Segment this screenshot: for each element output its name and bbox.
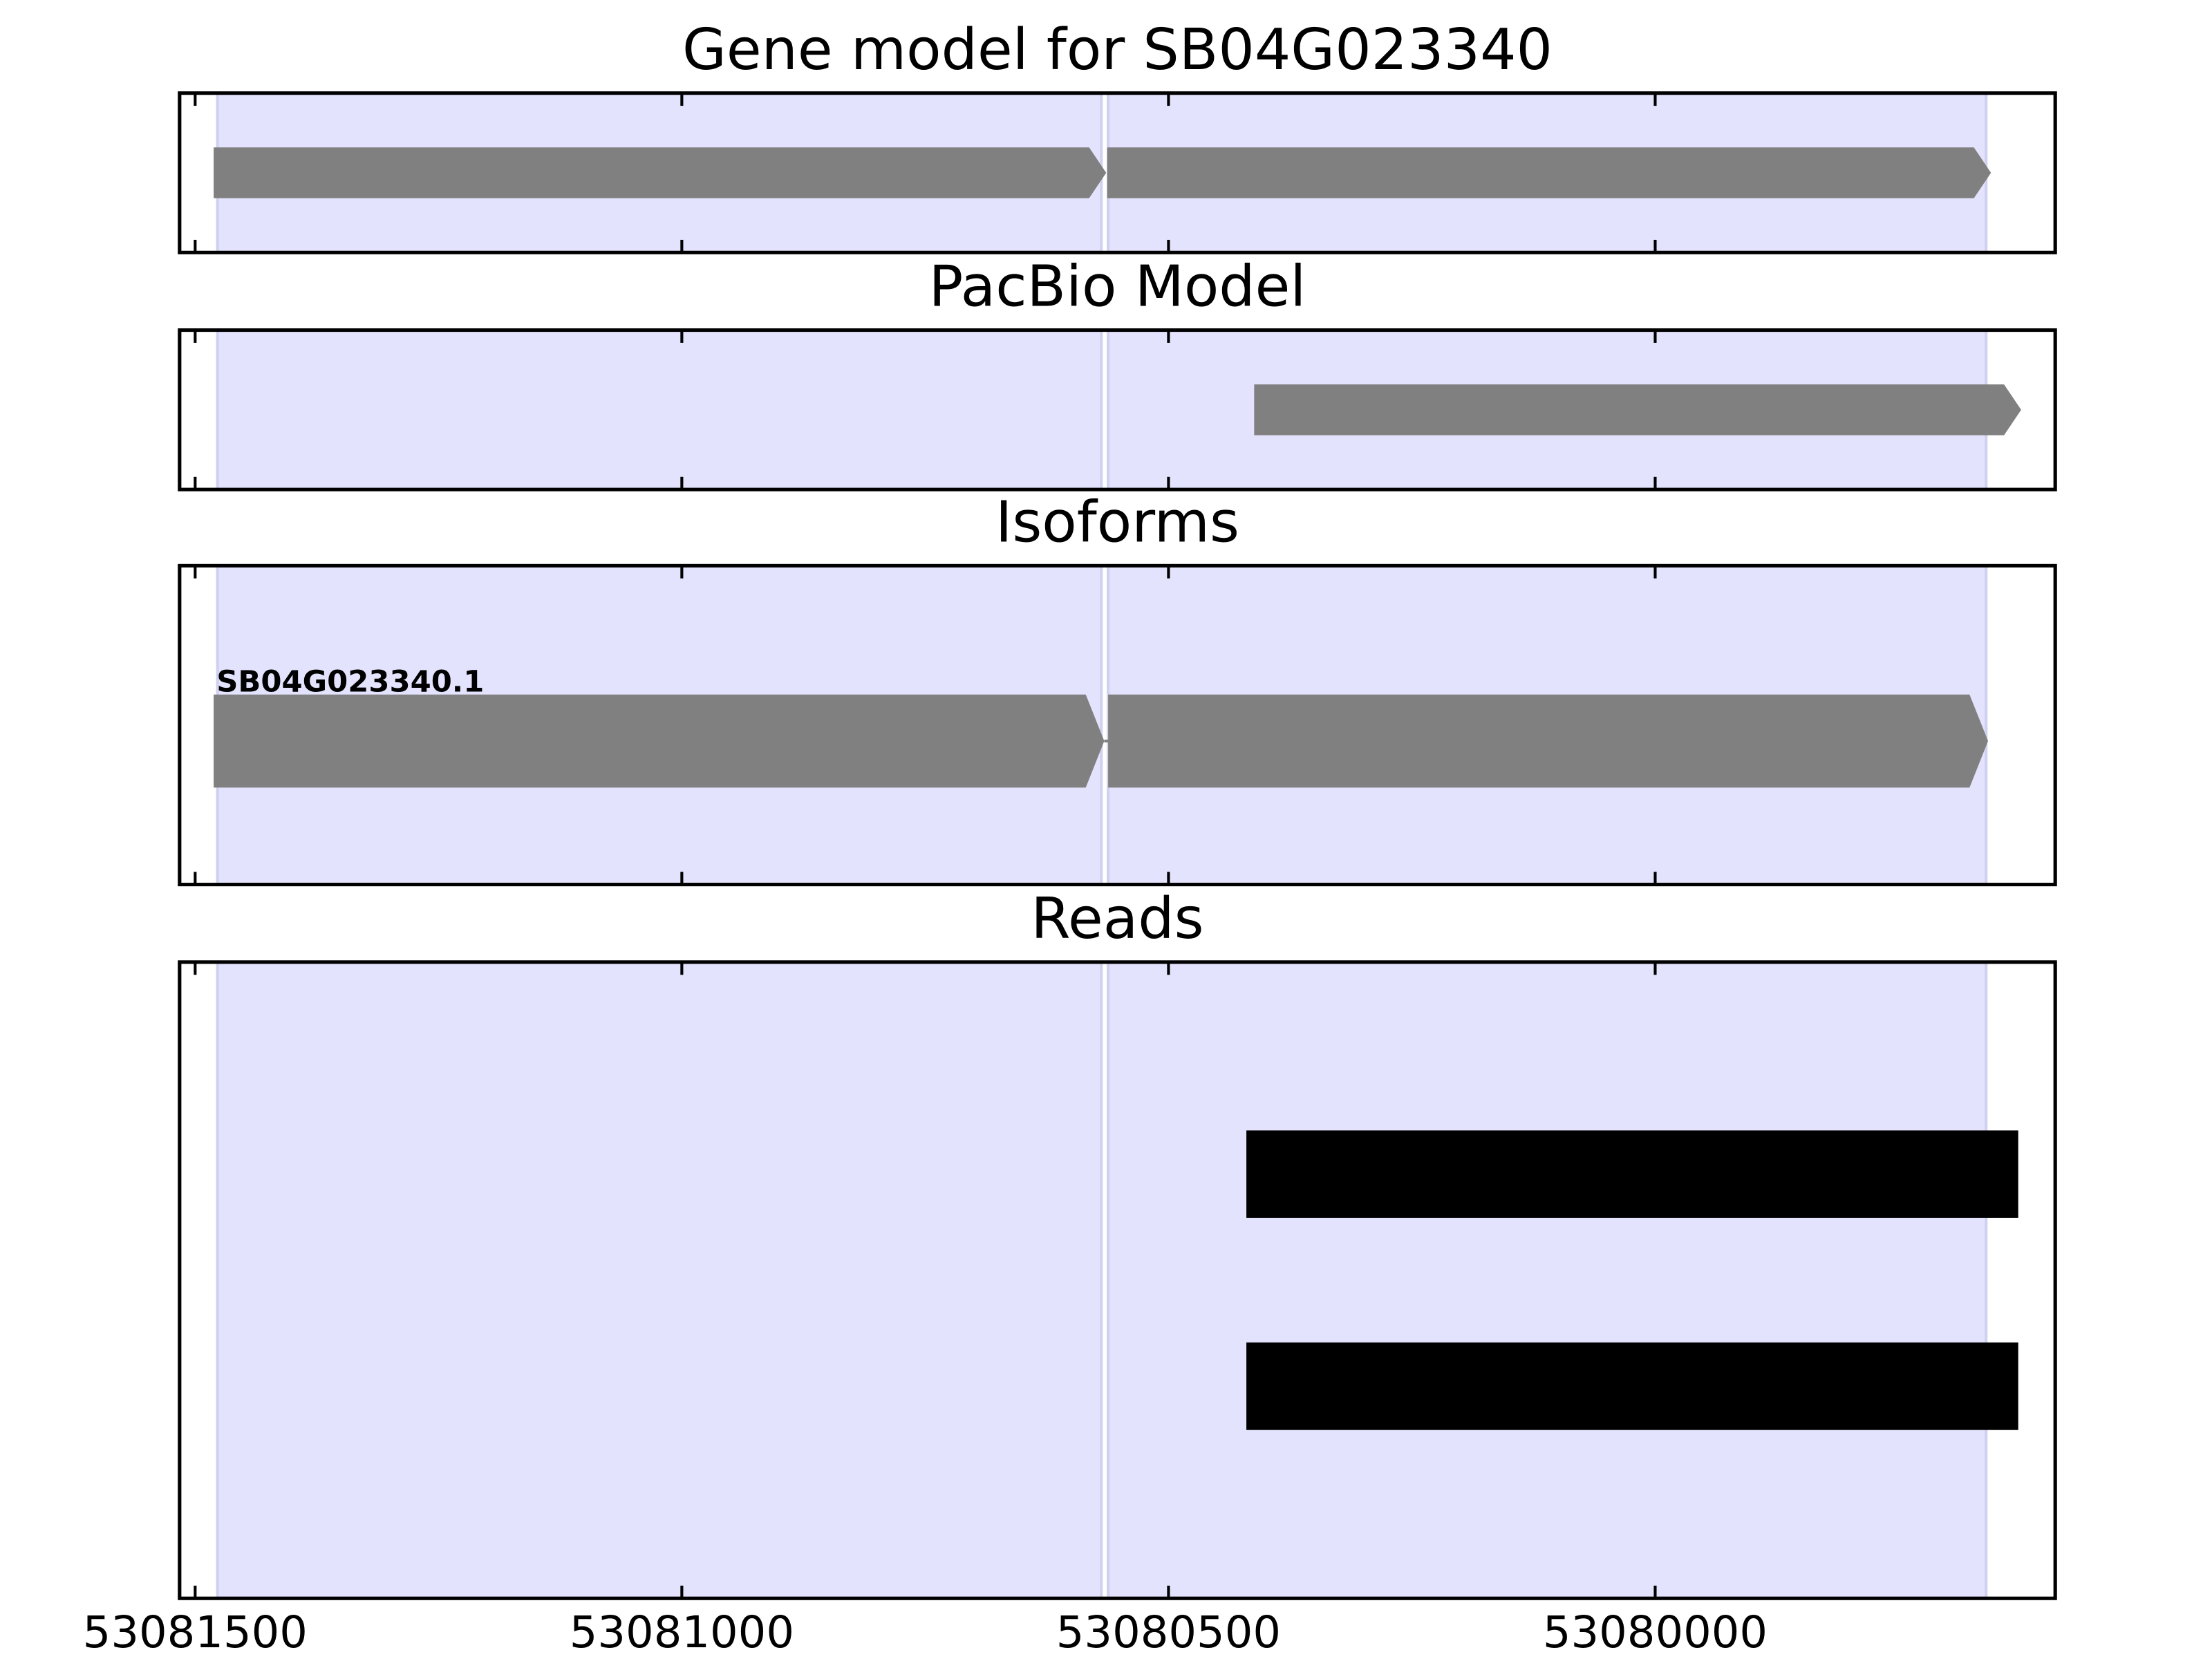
panel-title: Gene model for SB04G023340: [682, 17, 1553, 83]
x-tick-label: 53080000: [1543, 1606, 1768, 1658]
panel-title: PacBio Model: [929, 254, 1306, 320]
isoform-label: SB04G023340.1: [216, 665, 484, 700]
read: [1246, 1130, 2018, 1218]
feature-arrow: [1108, 694, 1989, 788]
panel-frame: [178, 328, 2057, 491]
x-tick-label: 53080500: [1056, 1606, 1281, 1658]
x-tick-label: 53081500: [83, 1606, 308, 1658]
feature-arrow: [214, 694, 1105, 788]
panel-frame: [178, 563, 2057, 887]
feature-arrow: [214, 147, 1107, 198]
exon-region: [216, 328, 1103, 491]
panel-title: Isoforms: [995, 490, 1239, 556]
panel-frame: [178, 960, 2057, 1600]
feature-arrow: [1254, 384, 2021, 435]
panel-title: Reads: [1031, 886, 1203, 952]
x-tick-label: 53081000: [570, 1606, 794, 1658]
exon-region: [216, 960, 1103, 1600]
exon-region: [1107, 960, 1988, 1600]
feature-arrow: [1107, 147, 1991, 198]
panel-frame: [178, 91, 2057, 254]
read: [1246, 1342, 2018, 1430]
